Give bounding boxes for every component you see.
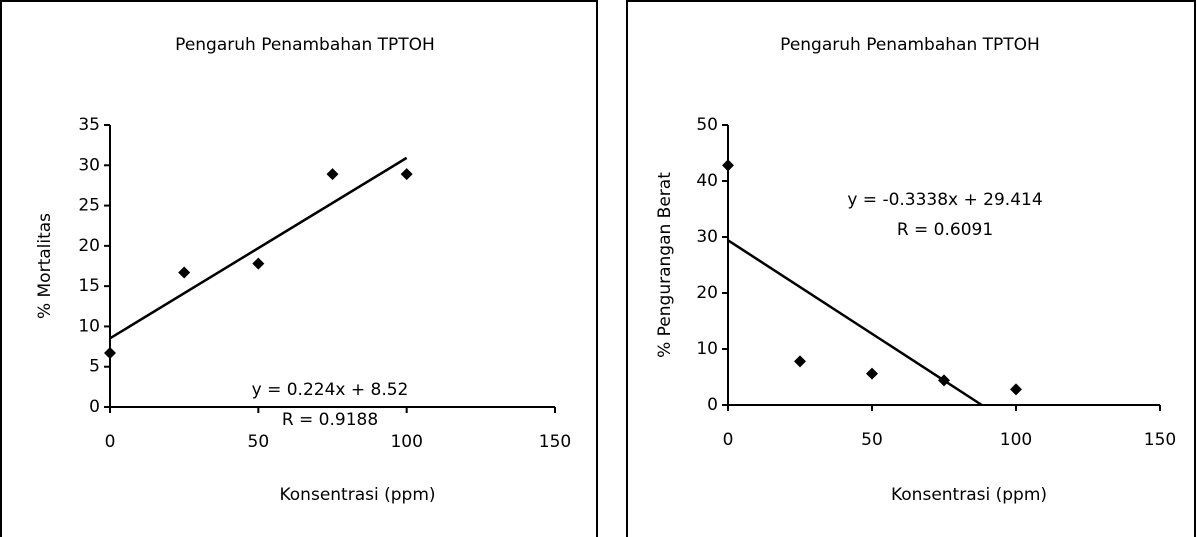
y-tick-label: 5	[89, 357, 100, 377]
y-tick-label: 15	[78, 276, 100, 296]
y-axis-label: % Mortalitas	[35, 213, 55, 319]
data-point	[1010, 383, 1022, 396]
y-tick-label: 20	[78, 236, 100, 256]
data-point	[794, 355, 806, 368]
chart-title: Pengaruh Penambahan TPTOH	[175, 35, 435, 55]
panel-border	[626, 0, 1196, 537]
trendline-annotation: y = 0.224x + 8.52	[252, 380, 409, 400]
data-point	[938, 374, 950, 387]
y-tick-label: 40	[696, 171, 718, 191]
trendline	[727, 239, 983, 407]
y-tick-label: 10	[696, 339, 718, 359]
x-tick-label: 0	[105, 432, 116, 452]
data-point	[104, 347, 116, 360]
y-tick-label: 30	[696, 227, 718, 247]
y-tick-label: 20	[696, 283, 718, 303]
y-tick-label: 35	[78, 115, 100, 135]
y-tick-label: 50	[696, 115, 718, 135]
trendline-annotation: R = 0.6091	[897, 220, 993, 240]
data-point	[400, 168, 413, 181]
x-tick-label: 50	[248, 432, 270, 452]
x-axis-label: Konsentrasi (ppm)	[279, 485, 435, 505]
x-tick-label: 50	[861, 430, 883, 450]
panel-border	[0, 0, 598, 537]
data-point	[252, 257, 265, 270]
data-point	[326, 168, 339, 181]
y-tick-label: 0	[89, 397, 100, 417]
x-axis-label: Konsentrasi (ppm)	[891, 485, 1047, 505]
y-tick-label: 30	[78, 155, 100, 175]
y-axis-label: % Pengurangan Berat	[655, 172, 675, 358]
data-point	[722, 159, 734, 172]
y-tick-label: 10	[78, 316, 100, 336]
chart-title: Pengaruh Penambahan TPTOH	[780, 35, 1040, 55]
x-tick-label: 150	[1144, 430, 1176, 450]
x-tick-label: 100	[390, 432, 422, 452]
x-tick-label: 150	[539, 432, 571, 452]
x-tick-label: 0	[723, 430, 734, 450]
y-tick-label: 0	[707, 395, 718, 415]
data-point	[178, 266, 191, 279]
trendline-annotation: R = 0.9188	[282, 410, 378, 430]
y-tick-label: 25	[78, 196, 100, 216]
x-tick-label: 100	[1000, 430, 1032, 450]
data-point	[866, 367, 878, 380]
trendline-annotation: y = -0.3338x + 29.414	[847, 190, 1042, 210]
trendline	[109, 156, 408, 340]
